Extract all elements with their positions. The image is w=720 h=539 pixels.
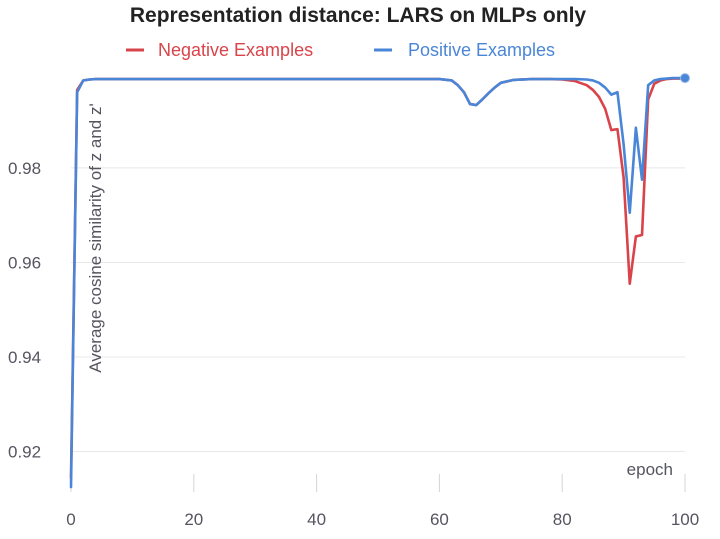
- y-axis-label: Average cosine similarity of z and z': [86, 103, 105, 372]
- x-tick-label: 20: [184, 510, 203, 529]
- y-tick-label: 0.94: [8, 348, 41, 367]
- x-axis-tick-labels: 0 20 40 60 80 100: [66, 510, 699, 529]
- x-tick-label: 80: [553, 510, 572, 529]
- y-tick-label: 0.96: [8, 253, 41, 272]
- chart-title: Representation distance: LARS on MLPs on…: [130, 4, 587, 27]
- grid: [71, 167, 685, 453]
- x-tick-label: 100: [671, 510, 699, 529]
- x-tick-label: 0: [66, 510, 75, 529]
- legend: Negative Examples Positive Examples: [126, 40, 555, 60]
- series-line-positive: [69, 76, 687, 489]
- series-line-negative: [69, 76, 687, 479]
- end-point-marker: [680, 73, 690, 84]
- end-markers: [680, 73, 690, 84]
- legend-label-positive: Positive Examples: [408, 40, 555, 60]
- x-axis-ticks: [70, 474, 686, 492]
- series-lines: [69, 76, 687, 489]
- legend-label-negative: Negative Examples: [158, 40, 313, 60]
- y-axis-tick-labels: 0.92 0.94 0.96 0.98: [8, 159, 41, 462]
- y-tick-label: 0.92: [8, 443, 41, 462]
- x-tick-label: 40: [307, 510, 326, 529]
- x-axis-label: epoch: [627, 460, 673, 479]
- x-tick-label: 60: [430, 510, 449, 529]
- y-tick-label: 0.98: [8, 159, 41, 178]
